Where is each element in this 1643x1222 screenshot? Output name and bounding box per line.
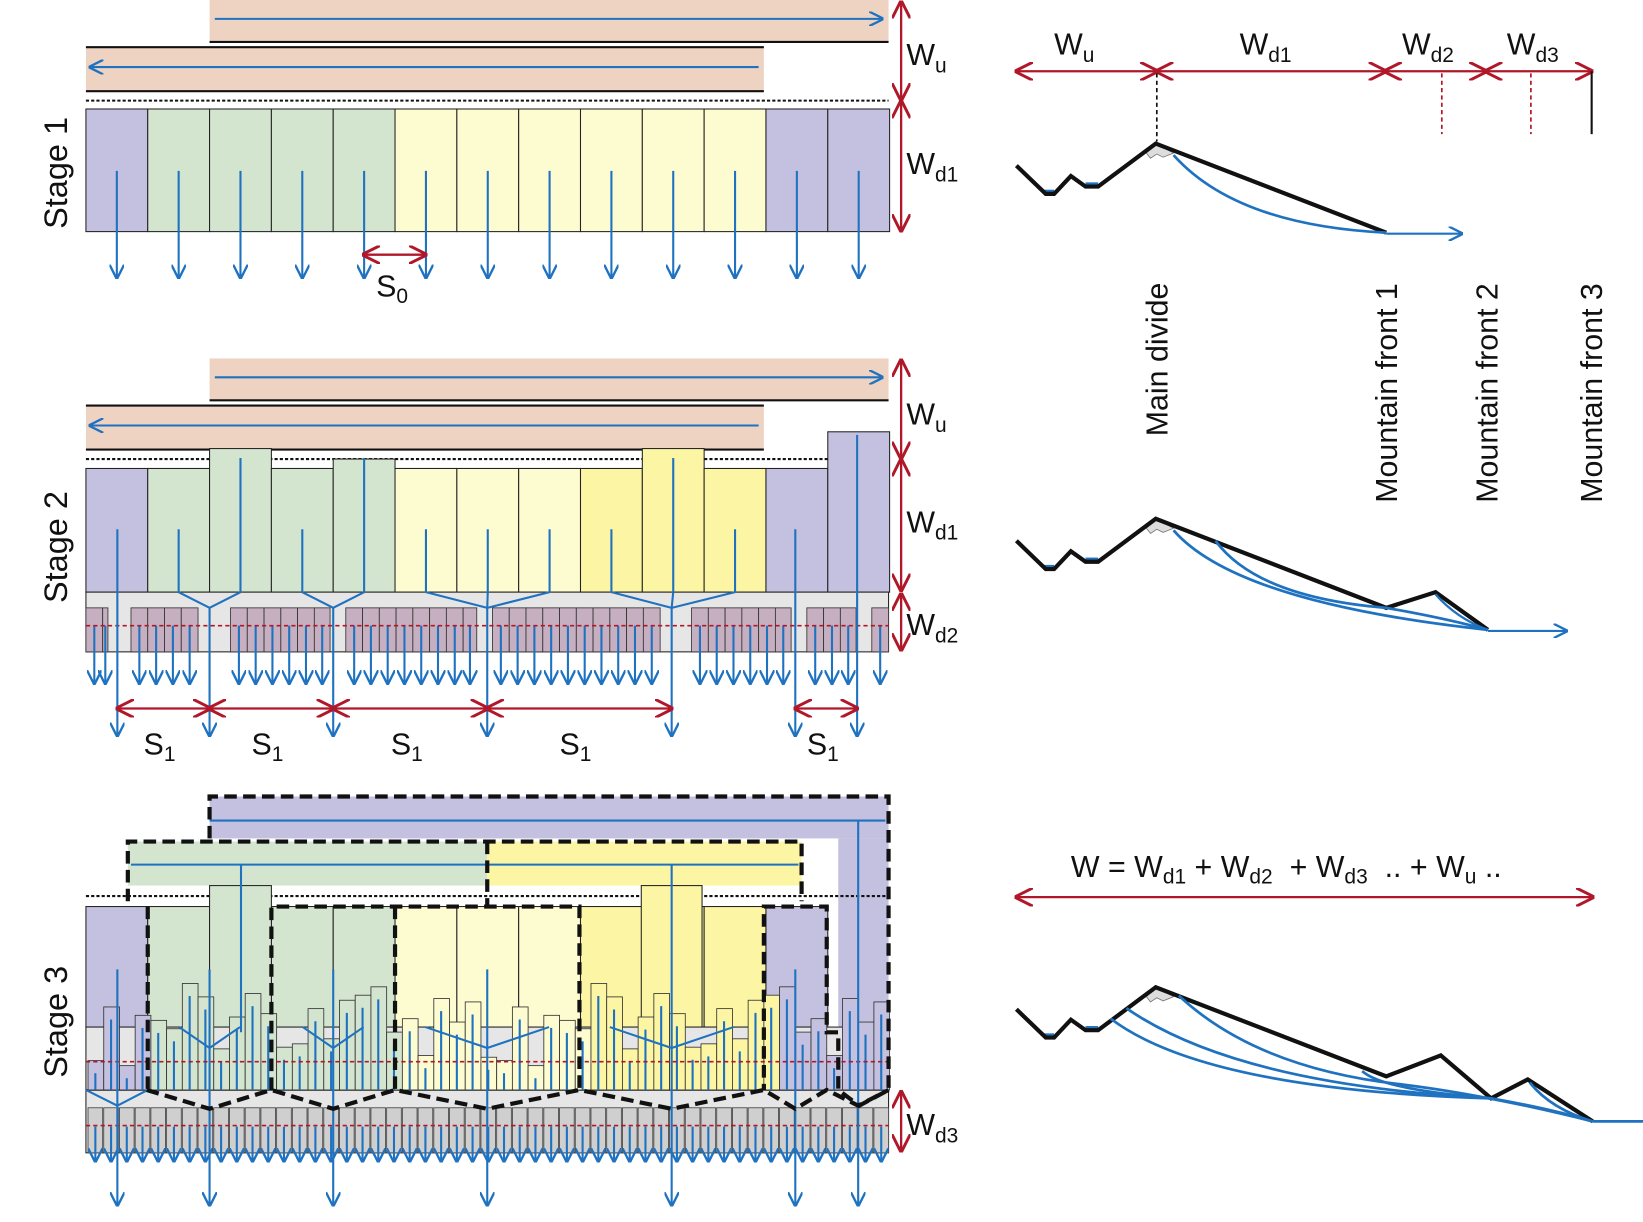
s1-label: S1 — [144, 728, 176, 766]
wd2-label-stage2: Wd2 — [906, 608, 958, 647]
stage3-river-profile — [1125, 1007, 1492, 1100]
wu-label-stage2: Wu — [906, 397, 946, 436]
stage2-confluence — [486, 591, 550, 609]
mountain-front-zigzag-boundary — [146, 1087, 890, 1112]
mountain-front-2-label: Mountain front 2 — [1470, 283, 1504, 503]
stage1-upland-band-lower — [85, 47, 764, 92]
wd1-label-profile: Wd1 — [1240, 27, 1292, 66]
catchment-boundary-upper — [125, 839, 804, 902]
wd2-label-profile: Wd2 — [1402, 27, 1454, 66]
s1-label: S1 — [560, 728, 592, 766]
stage3-confluence — [85, 1089, 149, 1107]
s1-label: S1 — [807, 728, 839, 766]
stage3-river-profile — [1528, 1081, 1594, 1123]
stage2-catchment — [827, 431, 891, 593]
wd3-label-profile: Wd3 — [1507, 27, 1559, 66]
stage2-confluence — [301, 591, 334, 609]
s0-label: S0 — [376, 270, 408, 308]
stage2-river-profile — [1172, 529, 1489, 632]
stage2-river-profile — [1214, 539, 1489, 632]
total-width-equation: W = Wd1 + Wd2 + Wd3 .. + Wu .. — [1071, 850, 1502, 888]
stage2-confluence — [671, 591, 736, 609]
stage2-topographic-profile — [1014, 516, 1490, 632]
stage2-confluence — [670, 592, 675, 608]
wd3-label-stage3: Wd3 — [906, 1108, 958, 1147]
stage-3-label: Stage 3 — [38, 966, 74, 1078]
stage2-confluence — [425, 591, 488, 609]
stage3-river-profile — [1361, 1070, 1492, 1100]
s1-label: S1 — [391, 728, 423, 766]
wu-label-profile: Wu — [1054, 27, 1094, 66]
stage1-river-profile — [1172, 154, 1387, 235]
stage1-upland-band-upper — [209, 0, 889, 42]
stage2-upland-band-upper — [209, 358, 889, 401]
stage2-confluence — [209, 591, 241, 609]
stage2-upland-band-lower — [85, 405, 764, 450]
stage2-confluence — [486, 592, 489, 608]
stage1-topographic-profile — [1014, 141, 1388, 235]
catchment-boundary-purple — [207, 794, 891, 1109]
stage2-confluence — [611, 591, 672, 609]
s1-label: S1 — [251, 728, 283, 766]
stage2-confluence — [178, 591, 211, 609]
stage3-river-profile — [1177, 994, 1594, 1123]
stage-2-label: Stage 2 — [38, 491, 74, 603]
stage-1-label: Stage 1 — [38, 117, 74, 229]
wd1-label-stage2: Wd1 — [906, 505, 958, 544]
stage2-confluence — [332, 591, 365, 609]
wu-label-stage1: Wu — [906, 38, 946, 77]
stage3-upland-purple-band — [209, 796, 889, 839]
stage2-river-profile — [1434, 593, 1489, 631]
wd1-label-stage1: Wd1 — [906, 147, 958, 186]
stage3-confluence — [609, 1026, 734, 1050]
main-divide-label: Main divide — [1140, 283, 1174, 437]
mountain-front-1-label: Mountain front 1 — [1370, 283, 1404, 503]
diagram-geometry — [85, 0, 1643, 1205]
stage2-catchment — [765, 467, 829, 593]
mountain-front-3-label: Mountain front 3 — [1575, 283, 1609, 503]
